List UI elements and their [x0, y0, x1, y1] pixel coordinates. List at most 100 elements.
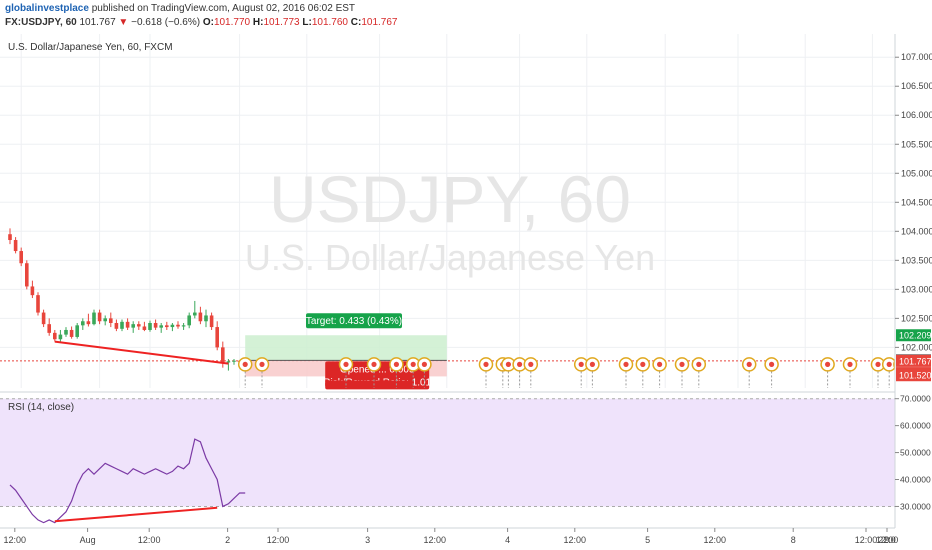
candle-body [187, 315, 191, 326]
candle-body [148, 323, 152, 330]
event-flag-dot [578, 361, 584, 367]
time-tick-label: 12:00 [138, 535, 161, 545]
time-tick-label: 12:00 [4, 535, 27, 545]
event-flag-dot [769, 361, 775, 367]
event-flag-dot [483, 361, 489, 367]
candle-body [176, 324, 180, 327]
price-tag-label: 102.209 [899, 331, 932, 341]
close-value: 101.767 [361, 17, 398, 28]
time-axis[interactable]: 12:00 Aug 12:00 2 12:00 3 12:00 4 12:00 5 12:00 8 12… [4, 528, 899, 545]
candlestick-series [8, 228, 242, 371]
candle-body [109, 318, 113, 324]
symbol-label[interactable]: FX:USDJPY, 60 [5, 17, 77, 28]
candle-body [142, 326, 147, 330]
candle-body [131, 324, 135, 328]
author-link[interactable]: globalinvestplace [5, 3, 89, 14]
rsi-line [9, 438, 246, 524]
close-label: C: [350, 17, 362, 28]
candle-body [30, 286, 35, 296]
high-value: 101.773 [263, 17, 300, 28]
rsi-axis[interactable]: 30.0000 40.0000 50.0000 60.0000 70.0000 [895, 394, 931, 512]
price-tick-label: 106.500 [901, 81, 932, 91]
published-text: published on TradingView.com, August 02,… [88, 3, 356, 14]
price-tick-label: 105.000 [901, 168, 932, 178]
candle-body [114, 323, 119, 329]
stop-label-tab [325, 380, 414, 387]
high-label: H: [252, 17, 264, 28]
event-flag-dot [886, 361, 892, 367]
low-value: 101.760 [311, 17, 348, 28]
event-flag-dot [421, 361, 427, 367]
candle-body [36, 295, 40, 313]
rsi-tick-label: 30.0000 [900, 501, 931, 511]
time-tick-label: 22:0 [878, 535, 896, 545]
publish-line: globalinvestplace published on TradingVi… [5, 3, 355, 14]
chart-header: globalinvestplace published on TradingVi… [0, 0, 932, 34]
ohlc-line: FX:USDJPY, 60 101.767 ▼ −0.618 (−0.6%) O… [5, 17, 397, 28]
candle-body [25, 263, 29, 287]
candle-body [58, 334, 63, 340]
time-tick-label: 12:00 [267, 535, 290, 545]
watermark-name: U.S. Dollar/Japanese Yen [245, 237, 655, 278]
event-flag-dot [657, 361, 663, 367]
price-tag-label: 101.767 [899, 356, 932, 366]
event-flag-dot [371, 361, 377, 367]
candle-body [92, 312, 96, 325]
candle-body [75, 325, 79, 337]
price-tick-label: 105.500 [901, 139, 932, 149]
low-label: L: [302, 17, 312, 28]
time-tick-label: 12:00 [564, 535, 587, 545]
candle-body [137, 324, 141, 327]
open-value: 101.770 [213, 17, 251, 28]
price-trendline[interactable] [54, 340, 229, 365]
candle-body [232, 360, 236, 362]
event-flag-dot [679, 361, 685, 367]
candle-body [165, 325, 169, 328]
candle-body [204, 315, 208, 322]
chart-area[interactable]: USDJPY, 60 U.S. Dollar/Japanese Yen Targ… [0, 34, 932, 550]
event-flag-dot [640, 361, 646, 367]
rsi-band [0, 398, 895, 507]
event-flag-dot [623, 361, 629, 367]
event-flag-dot [242, 361, 248, 367]
event-flag-dot [505, 361, 511, 367]
time-tick-label: 2 [225, 535, 230, 545]
rsi-tick-label: 50.0000 [900, 448, 931, 458]
event-flag-dot [528, 361, 534, 367]
candle-body [53, 332, 57, 340]
event-flag-dot [875, 361, 881, 367]
axis-background [895, 34, 932, 550]
price-tag [896, 329, 931, 342]
price-tag [896, 354, 931, 367]
candle-body [170, 324, 175, 328]
candle-body [8, 234, 12, 241]
rsi-pane-title: RSI (14, close) [8, 402, 74, 413]
time-tick-label: Aug [80, 535, 96, 545]
target-label: Target: 0.433 (0.43%) [306, 316, 402, 327]
candle-body [86, 321, 91, 325]
candle-body [198, 312, 203, 322]
event-flag-dot [517, 361, 523, 367]
price-tick-label: 103.500 [901, 255, 932, 265]
candle-body [120, 321, 124, 329]
time-tick-label: 3 [365, 535, 370, 545]
candle-body [221, 347, 225, 363]
candle-body [97, 312, 102, 322]
candle-body [193, 312, 197, 316]
time-tick-label: 4 [505, 535, 510, 545]
price-axis[interactable]: 102.000 102.500 103.000 103.500 104.000 104.5… [894, 34, 932, 550]
candle-body [69, 329, 74, 337]
price-tick-label: 104.500 [901, 197, 932, 207]
candle-body [226, 361, 231, 363]
price-tick-label: 107.000 [901, 52, 932, 62]
candle-body [153, 323, 158, 328]
candle-body [81, 321, 85, 326]
rsi-tick-label: 70.0000 [900, 394, 931, 404]
candle-body [209, 315, 214, 328]
event-flag-dot [393, 361, 399, 367]
price-tag [896, 369, 931, 382]
candle-body [103, 318, 107, 322]
symbol-watermark: USDJPY, 60 U.S. Dollar/Japanese Yen [245, 162, 655, 278]
candle-body [159, 325, 163, 328]
event-flag-dot [847, 361, 853, 367]
